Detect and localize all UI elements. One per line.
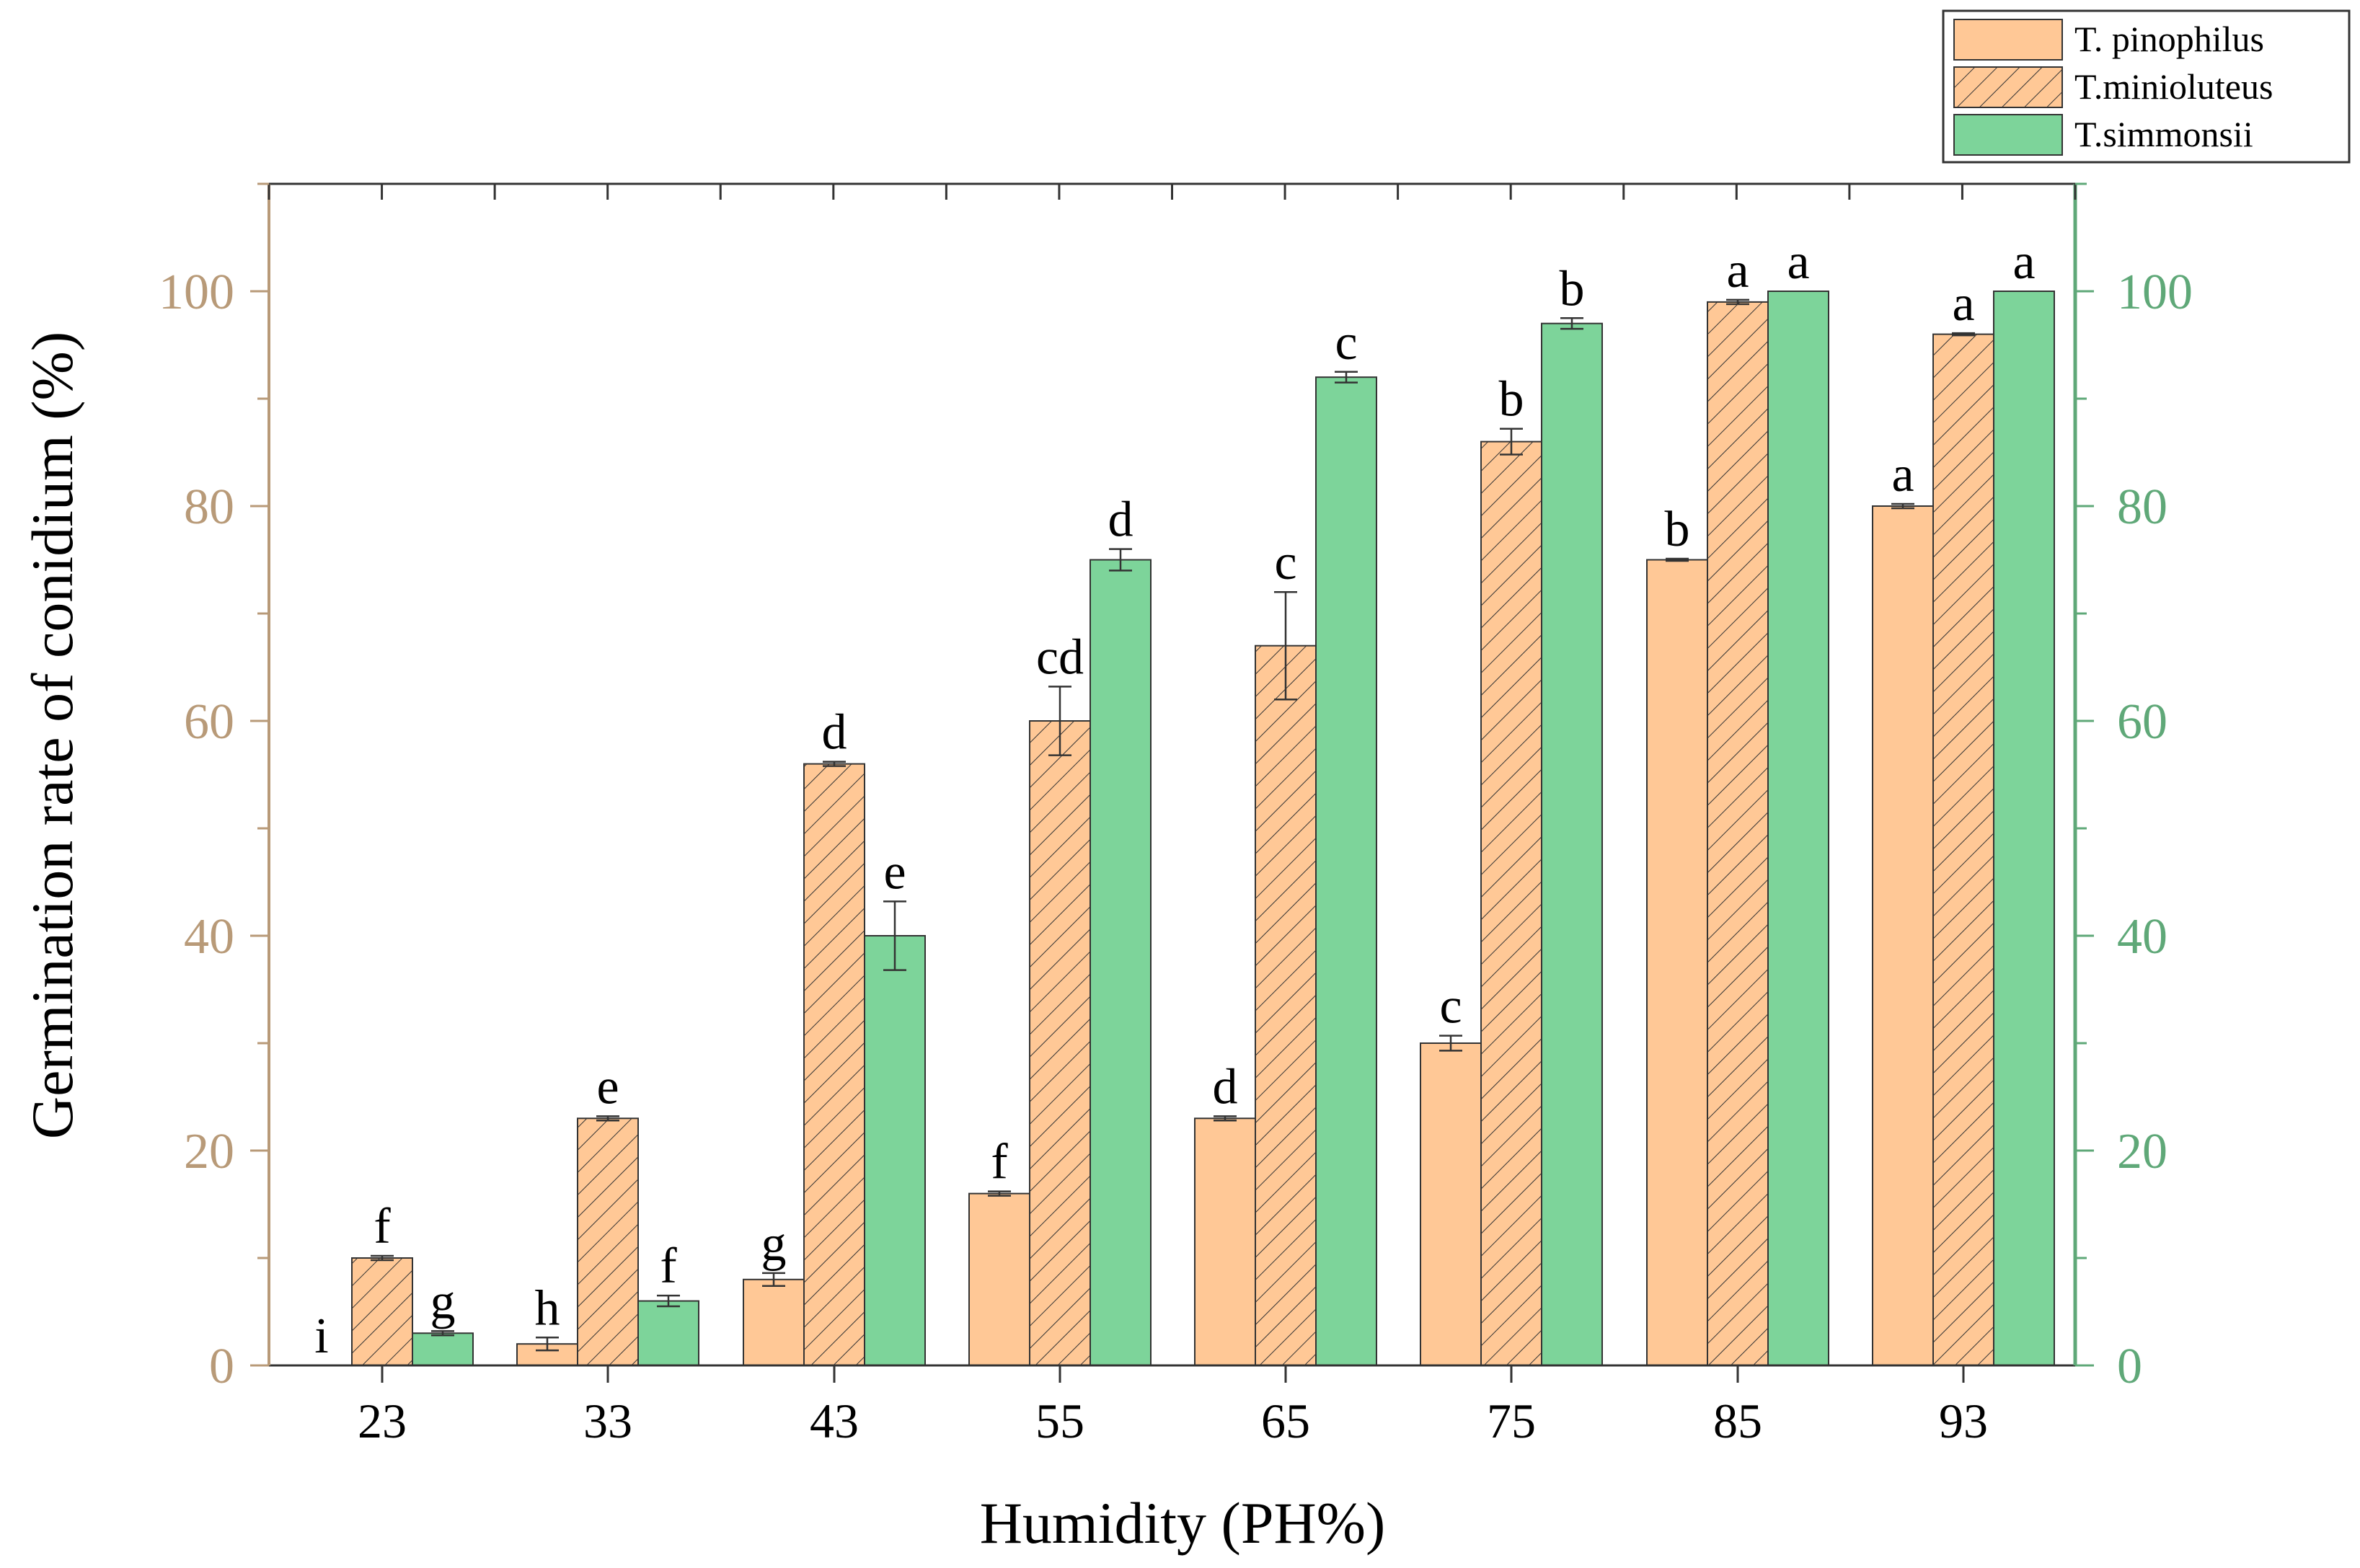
bar-minioluteus-85 <box>1707 301 1769 1366</box>
x-tick-label: 43 <box>810 1394 859 1448</box>
bar-minioluteus-75 <box>1480 440 1542 1366</box>
significance-label-simmonsii-33: f <box>660 1239 677 1294</box>
y-right-tick-label: 20 <box>2117 1124 2167 1179</box>
significance-label-minioluteus-93: a <box>1952 276 1974 332</box>
bar-pinophilus-85 <box>1646 559 1708 1366</box>
significance-label-pinophilus-85: b <box>1665 502 1690 557</box>
bar-minioluteus-23 <box>351 1257 413 1366</box>
significance-label-minioluteus-33: e <box>596 1059 619 1115</box>
bar-simmonsii-65 <box>1315 376 1377 1367</box>
x-tick-label: 23 <box>358 1394 407 1448</box>
legend-swatch-minioluteus <box>1953 66 2063 108</box>
bar-simmonsii-75 <box>1541 322 1603 1367</box>
y-left-tick-label: 20 <box>184 1124 234 1179</box>
significance-label-pinophilus-23: i <box>314 1308 328 1364</box>
y-left-tick-label: 80 <box>184 479 234 535</box>
significance-label-minioluteus-23: f <box>374 1199 391 1254</box>
x-tick-label: 33 <box>583 1394 632 1448</box>
y-left-tick-label: 0 <box>209 1339 234 1394</box>
significance-label-simmonsii-75: b <box>1560 261 1585 316</box>
bar-simmonsii-85 <box>1767 291 1829 1366</box>
significance-label-pinophilus-33: h <box>535 1280 560 1336</box>
significance-label-minioluteus-65: c <box>1274 535 1296 590</box>
y-right-tick-label: 40 <box>2117 909 2167 965</box>
bar-minioluteus-33 <box>577 1117 639 1367</box>
bar-simmonsii-43 <box>864 935 926 1366</box>
significance-label-minioluteus-85: a <box>1726 243 1749 298</box>
y-left-tick-label: 60 <box>184 694 234 750</box>
y-right-tick-label: 0 <box>2117 1339 2142 1394</box>
bar-pinophilus-43 <box>743 1278 805 1367</box>
bar-simmonsii-93 <box>1993 291 2055 1366</box>
tick-labels-layer: 0 20 40 60 80 100 0 20 40 60 80 100 23 33 43 55 65 75 85 93 <box>159 265 2193 1448</box>
axes-layer <box>250 182 2094 1383</box>
x-tick-label: 75 <box>1487 1394 1536 1448</box>
y-left-tick-label: 40 <box>184 909 234 965</box>
x-tick-label: 85 <box>1713 1394 1762 1448</box>
significance-label-simmonsii-93: a <box>2012 234 2035 290</box>
legend-swatch-pinophilus <box>1953 19 2063 61</box>
bar-simmonsii-33 <box>637 1300 699 1366</box>
y-left-tick-label: 100 <box>159 265 234 320</box>
significance-label-pinophilus-65: d <box>1213 1059 1238 1115</box>
significance-label-minioluteus-43: d <box>822 705 847 761</box>
y-right-tick-label: 100 <box>2117 265 2193 320</box>
bar-pinophilus-55 <box>968 1192 1030 1366</box>
significance-label-pinophilus-93: a <box>1891 447 1914 502</box>
significance-label-simmonsii-43: e <box>883 844 906 900</box>
bar-simmonsii-55 <box>1090 559 1152 1366</box>
bar-pinophilus-65 <box>1194 1117 1256 1367</box>
significance-label-pinophilus-75: c <box>1439 979 1462 1035</box>
significance-label-minioluteus-55: cd <box>1036 629 1084 685</box>
bars-layer <box>351 291 2055 1367</box>
error-bars-layer <box>371 298 1975 1352</box>
bar-minioluteus-65 <box>1255 645 1317 1366</box>
x-tick-label: 93 <box>1939 1394 1988 1448</box>
x-tick-label: 65 <box>1261 1394 1310 1448</box>
x-tick-label: 55 <box>1035 1394 1084 1448</box>
legend-swatch-simmonsii <box>1953 114 2063 156</box>
bar-minioluteus-43 <box>803 763 865 1366</box>
bar-minioluteus-93 <box>1932 333 1994 1367</box>
significance-label-minioluteus-75: b <box>1499 372 1524 428</box>
significance-label-simmonsii-65: c <box>1335 315 1357 371</box>
x-axis-label: Humidity (PH%) <box>980 1490 1386 1556</box>
significance-label-simmonsii-85: a <box>1787 234 1809 290</box>
bar-pinophilus-75 <box>1420 1042 1482 1366</box>
bar-pinophilus-93 <box>1872 505 1934 1366</box>
legend-label-simmonsii: T.simmonsii <box>2074 114 2253 154</box>
y-axis-label: Germination rate of conidium (%) <box>19 332 85 1139</box>
bar-minioluteus-55 <box>1029 720 1091 1366</box>
significance-label-pinophilus-43: g <box>761 1216 787 1272</box>
y-right-tick-label: 60 <box>2117 694 2167 750</box>
significance-label-simmonsii-55: d <box>1108 492 1133 548</box>
legend-label-minioluteus: T.minioluteus <box>2074 66 2273 107</box>
bar-simmonsii-23 <box>412 1332 474 1367</box>
y-right-tick-label: 80 <box>2117 479 2167 535</box>
significance-label-simmonsii-23: g <box>430 1274 456 1329</box>
legend: T. pinophilus T.minioluteus T.simmonsii <box>1942 9 2351 164</box>
significance-label-pinophilus-55: f <box>991 1135 1008 1190</box>
legend-label-pinophilus: T. pinophilus <box>2074 19 2264 59</box>
